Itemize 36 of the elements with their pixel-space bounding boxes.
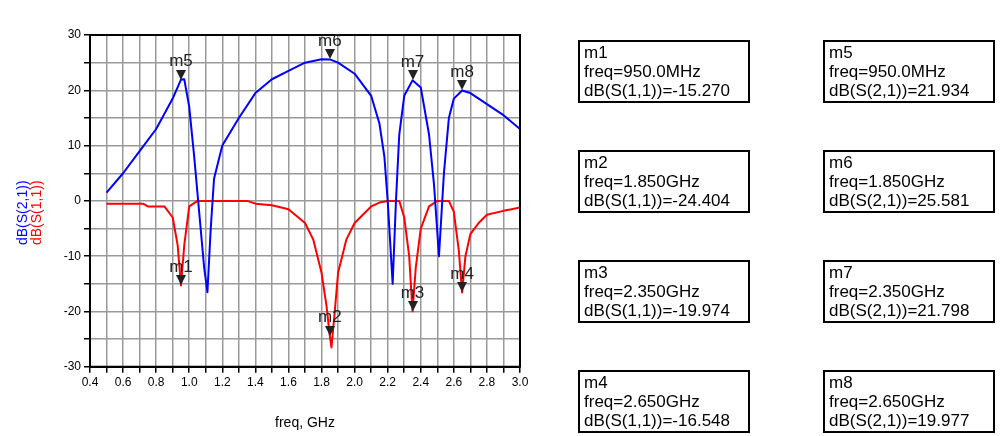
x-tick-label: 0.8 bbox=[147, 375, 165, 390]
y-tick-label: -10 bbox=[63, 248, 82, 263]
text: m4 freq=2.650GHz dB(S(1,1))=-16.548 bbox=[578, 370, 750, 433]
text: m3 freq=2.350GHz dB(S(1,1))=-19.974 bbox=[578, 260, 750, 323]
y-tick-label: -30 bbox=[63, 359, 82, 374]
x-tick-label: 2.4 bbox=[412, 375, 430, 390]
x-tick-label: 2.2 bbox=[379, 375, 397, 390]
annotation: m7 bbox=[400, 51, 425, 71]
y-tick-label: 30 bbox=[67, 27, 82, 42]
text: dB(S(2,1)) bbox=[14, 180, 30, 245]
text: m8 freq=2.650GHz dB(S(2,1))=19.977 bbox=[823, 370, 995, 433]
y-tick-label: 0 bbox=[74, 193, 82, 208]
annotation: m6 bbox=[318, 30, 342, 50]
x-tick-label: 3.0 bbox=[511, 375, 529, 390]
annotation: m5 bbox=[169, 50, 193, 70]
x-tick-label: 1.8 bbox=[313, 375, 331, 390]
y-tick-label: 10 bbox=[67, 137, 82, 152]
text: m7 freq=2.350GHz dB(S(2,1))=21.798 bbox=[823, 260, 995, 323]
x-axis-title: freq, GHz bbox=[275, 414, 335, 431]
x-tick-label: 0.4 bbox=[81, 375, 99, 390]
x-tick-label: 1.0 bbox=[180, 375, 198, 390]
x-tick-label: 0.6 bbox=[114, 375, 132, 390]
y-tick-label: 20 bbox=[67, 82, 82, 97]
x-tick-label: 2.0 bbox=[346, 375, 364, 390]
y-tick-label: -20 bbox=[63, 303, 82, 318]
x-tick-label: 1.4 bbox=[247, 375, 265, 390]
x-tick-label: 1.6 bbox=[280, 375, 298, 390]
x-tick-label: 1.2 bbox=[213, 375, 231, 390]
text: m5 freq=950.0MHz dB(S(2,1))=21.934 bbox=[823, 40, 995, 103]
text: dB(S(1,1)) bbox=[28, 180, 44, 245]
text: m6 freq=1.850GHz dB(S(2,1))=25.581 bbox=[823, 150, 995, 213]
annotation: m8 bbox=[450, 61, 474, 81]
x-tick-label: 2.6 bbox=[445, 375, 463, 390]
x-tick-label: 2.8 bbox=[478, 375, 496, 390]
text: m2 freq=1.850GHz dB(S(1,1))=-24.404 bbox=[578, 150, 750, 213]
text: m1 freq=950.0MHz dB(S(1,1))=-15.270 bbox=[578, 40, 750, 103]
